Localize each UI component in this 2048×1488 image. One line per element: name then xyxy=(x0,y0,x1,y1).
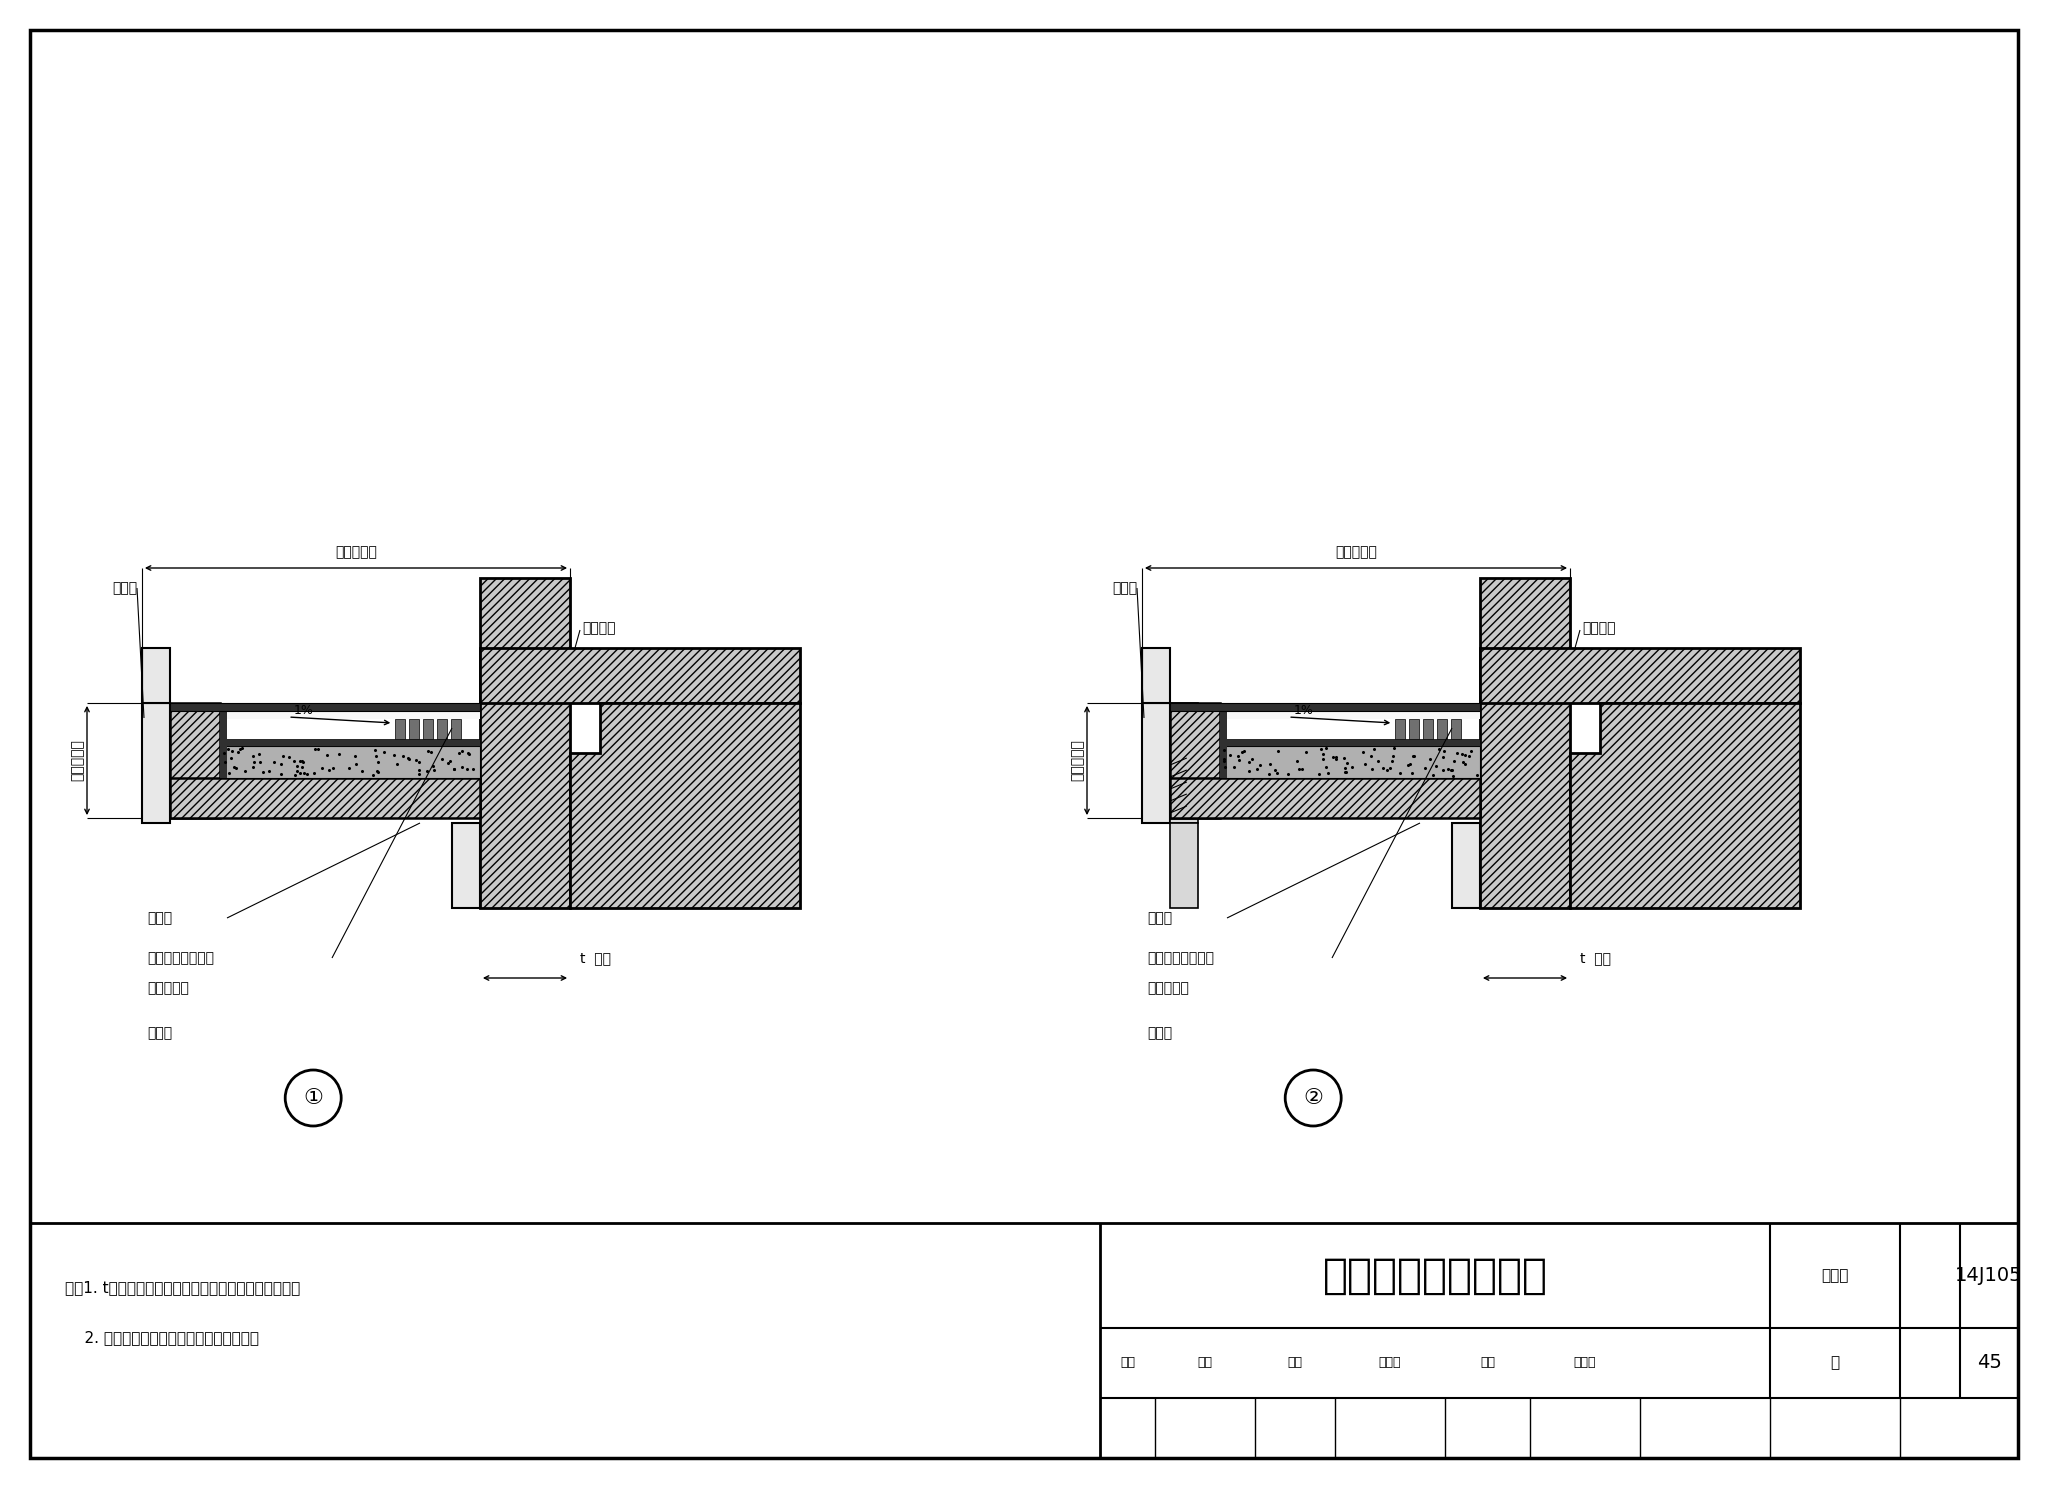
Polygon shape xyxy=(1143,702,1169,823)
Polygon shape xyxy=(1395,719,1405,740)
Polygon shape xyxy=(170,702,219,818)
Polygon shape xyxy=(479,577,569,908)
Text: ①: ① xyxy=(303,1088,324,1109)
Polygon shape xyxy=(1221,745,1481,778)
Text: 按工程设计: 按工程设计 xyxy=(70,740,84,781)
Polygon shape xyxy=(1221,711,1227,778)
Polygon shape xyxy=(1169,778,1481,818)
Text: 李文驹: 李文驹 xyxy=(1573,1357,1595,1369)
Text: 图集号: 图集号 xyxy=(1821,1268,1849,1283)
Polygon shape xyxy=(141,647,170,702)
Polygon shape xyxy=(1221,711,1481,719)
Text: 页: 页 xyxy=(1831,1356,1839,1370)
Polygon shape xyxy=(395,719,406,740)
Polygon shape xyxy=(1481,577,1571,908)
Text: 按工程设计: 按工程设计 xyxy=(147,981,188,995)
Polygon shape xyxy=(1438,719,1448,740)
Text: 14J105: 14J105 xyxy=(1956,1266,2023,1286)
Polygon shape xyxy=(170,702,479,711)
Polygon shape xyxy=(1481,647,1800,702)
Text: 外保温墙体雨篷构造: 外保温墙体雨篷构造 xyxy=(1323,1254,1548,1296)
Text: 1%: 1% xyxy=(1292,704,1313,717)
Text: 按工程设计: 按工程设计 xyxy=(336,545,377,559)
Text: 45: 45 xyxy=(1976,1354,2001,1372)
Text: 雨水口: 雨水口 xyxy=(147,911,172,926)
Polygon shape xyxy=(451,719,461,740)
Text: 楼面标高: 楼面标高 xyxy=(582,620,616,635)
Polygon shape xyxy=(141,702,170,823)
Polygon shape xyxy=(1221,740,1481,745)
Polygon shape xyxy=(219,711,227,778)
Polygon shape xyxy=(453,823,479,908)
Text: 注：1. t为保温层厚度，可参考本图集热工性能表选用。: 注：1. t为保温层厚度，可参考本图集热工性能表选用。 xyxy=(66,1281,301,1296)
Text: t  墙厚: t 墙厚 xyxy=(1579,951,1612,966)
Text: 按工程设计: 按工程设计 xyxy=(1335,545,1376,559)
Polygon shape xyxy=(219,745,479,778)
Text: 设计: 设计 xyxy=(1481,1357,1495,1369)
Text: 保温层: 保温层 xyxy=(113,580,137,595)
Text: ②: ② xyxy=(1303,1088,1323,1109)
Text: 1%: 1% xyxy=(293,704,313,717)
Text: 按工程设计: 按工程设计 xyxy=(1069,740,1083,781)
Text: 2. 雨篷、空调搁板防水做法按工程设计。: 2. 雨篷、空调搁板防水做法按工程设计。 xyxy=(66,1330,258,1345)
Polygon shape xyxy=(569,702,801,908)
Text: 审核: 审核 xyxy=(1120,1357,1135,1369)
Polygon shape xyxy=(1452,823,1481,908)
Text: 防水与外饰面做法: 防水与外饰面做法 xyxy=(1147,951,1214,966)
Text: t  墙厚: t 墙厚 xyxy=(580,951,610,966)
Polygon shape xyxy=(1571,702,1800,908)
Polygon shape xyxy=(219,711,479,719)
Text: 金建明: 金建明 xyxy=(1378,1357,1401,1369)
Polygon shape xyxy=(436,719,446,740)
Polygon shape xyxy=(410,719,420,740)
Polygon shape xyxy=(1409,719,1419,740)
Text: 保温层: 保温层 xyxy=(1147,1027,1171,1040)
Polygon shape xyxy=(1423,719,1434,740)
Text: 按工程设计: 按工程设计 xyxy=(1147,981,1190,995)
Polygon shape xyxy=(170,778,479,818)
Polygon shape xyxy=(1169,702,1198,823)
Polygon shape xyxy=(1450,719,1460,740)
Text: 保温层: 保温层 xyxy=(147,1027,172,1040)
Polygon shape xyxy=(424,719,432,740)
Polygon shape xyxy=(219,740,479,745)
Text: 楼面标高: 楼面标高 xyxy=(1581,620,1616,635)
Text: 葛坚: 葛坚 xyxy=(1198,1357,1212,1369)
Polygon shape xyxy=(1169,702,1481,711)
Polygon shape xyxy=(1169,823,1198,908)
Polygon shape xyxy=(1143,647,1169,702)
Text: 防水与外饰面做法: 防水与外饰面做法 xyxy=(147,951,213,966)
Polygon shape xyxy=(1169,702,1221,818)
Text: 校对: 校对 xyxy=(1288,1357,1303,1369)
Polygon shape xyxy=(479,647,801,702)
Text: 保温层: 保温层 xyxy=(1112,580,1137,595)
Text: 雨水口: 雨水口 xyxy=(1147,911,1171,926)
